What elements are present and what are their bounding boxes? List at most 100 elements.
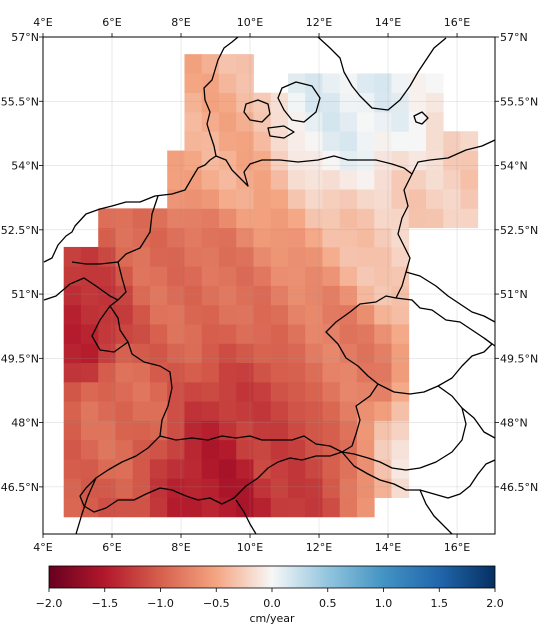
trend-cell [236, 381, 254, 402]
trend-cell [236, 54, 254, 74]
trend-cell [425, 169, 444, 190]
trend-cell [218, 227, 237, 248]
trend-cell [391, 169, 410, 190]
left-tick-label: 48°N [11, 417, 39, 430]
trend-cell [184, 381, 203, 402]
trend-cell [460, 189, 479, 209]
trend-cell [218, 285, 237, 306]
trend-cell [391, 439, 410, 460]
map-frame [42, 36, 496, 535]
trend-cell [184, 439, 203, 460]
bottom-tick-label: 6°E [102, 541, 121, 554]
trend-cell [305, 401, 323, 421]
trend-cell [167, 497, 185, 518]
colorbar-units-label: cm/year [249, 612, 294, 625]
trend-cell [356, 111, 375, 132]
graticule [43, 37, 495, 534]
trend-cell [201, 266, 220, 286]
colorbar-tick-labels: −2.0 −1.5 −1.0 −0.5 0.0 0.5 1.0 1.5 2.0 [36, 597, 504, 610]
trend-cell [184, 304, 203, 325]
trend-cell [374, 343, 392, 364]
trend-cell [132, 266, 151, 286]
trend-cell [305, 324, 323, 344]
trend-cell [218, 362, 237, 383]
trend-cell [149, 266, 168, 286]
trend-cell [98, 227, 116, 248]
trend-cell [305, 111, 323, 132]
trend-cell [115, 478, 134, 498]
trend-cell [149, 381, 168, 402]
trend-cell [184, 478, 203, 498]
trend-cell [201, 439, 220, 460]
trend-cell [132, 227, 151, 248]
left-tick-label: 51°N [11, 288, 39, 301]
trend-cell [132, 208, 151, 229]
trend-cell [80, 246, 99, 267]
trend-cell [374, 362, 392, 383]
left-tick-label: 46.5°N [1, 481, 39, 494]
trend-cell [184, 266, 203, 286]
trend-cell [287, 208, 306, 229]
trend-cell [253, 381, 272, 402]
trend-cell [80, 401, 99, 421]
trend-cell [443, 189, 461, 209]
trend-cell [391, 420, 410, 441]
trend-cell [356, 246, 375, 267]
left-tick-label: 57°N [11, 31, 39, 44]
trend-cell [253, 478, 272, 498]
trend-cell [460, 150, 479, 171]
trend-cell [98, 439, 116, 460]
trend-cell [253, 497, 272, 518]
colorbar-ticks [48, 588, 496, 592]
trend-cell [132, 246, 151, 267]
colorbar-tick-label: −1.5 [91, 597, 118, 610]
trend-cell [322, 420, 341, 441]
trend-cell [356, 401, 375, 421]
trend-cell [408, 111, 427, 132]
trend-cell [270, 285, 289, 306]
trend-cell [391, 131, 410, 151]
trend-cell [287, 324, 306, 344]
trend-cell [149, 324, 168, 344]
trend-cell [322, 92, 341, 113]
trend-cell [356, 304, 375, 325]
border-cz [377, 297, 493, 395]
trend-cell [184, 189, 203, 209]
trend-cell [115, 324, 134, 344]
trend-cell [253, 362, 272, 383]
trend-cell [253, 459, 272, 479]
top-tick-label: 16°E [444, 16, 470, 29]
trend-cell [339, 459, 358, 479]
trend-cell [132, 420, 151, 441]
trend-cell [374, 381, 392, 402]
bottom-tick-label: 4°E [33, 541, 52, 554]
trend-cell [356, 227, 375, 248]
trend-cell [356, 459, 375, 479]
trend-cell [201, 246, 220, 267]
trend-cell [253, 420, 272, 441]
trend-cell [98, 208, 116, 229]
right-tick-label: 48°N [500, 417, 528, 430]
trend-cell [236, 401, 254, 421]
trend-cell [98, 459, 116, 479]
trend-cell [218, 131, 237, 151]
trend-cell [391, 73, 410, 94]
trend-cell [305, 420, 323, 441]
trend-cell [305, 478, 323, 498]
bottom-axis: 4°E 6°E 8°E 10°E 12°E 14°E 16°E [33, 541, 470, 554]
trend-cell [356, 343, 375, 364]
border-fr-be [43, 277, 119, 301]
trend-cell [374, 189, 392, 209]
trend-cell [115, 227, 134, 248]
trend-cell [356, 324, 375, 344]
trend-cell [167, 169, 185, 190]
trend-cell [339, 497, 358, 518]
trend-cell [425, 92, 444, 113]
trend-cell [63, 362, 82, 383]
trend-cell [391, 304, 410, 325]
trend-cell [167, 227, 185, 248]
trend-cell [63, 285, 82, 306]
trend-cell [253, 246, 272, 267]
trend-cell [218, 478, 237, 498]
